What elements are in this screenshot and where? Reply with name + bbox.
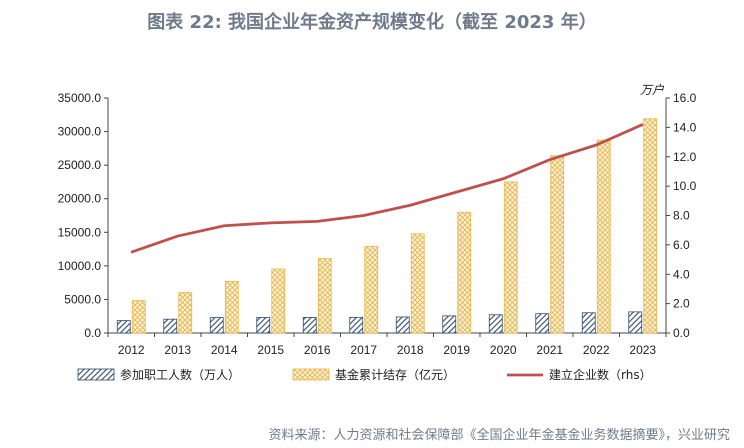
y-left-tick-label: 5000.0 <box>64 292 101 306</box>
bar-participants <box>349 316 364 334</box>
x-tick-label: 2022 <box>583 343 610 357</box>
bar-participants <box>116 320 131 334</box>
y-right-tick-label: 10.0 <box>673 179 697 193</box>
y-left-tick-label: 25000.0 <box>58 158 102 172</box>
bar-fund-balance <box>457 211 472 334</box>
y-right-tick-label: 12.0 <box>673 150 697 164</box>
legend-label-fund-balance: 基金累计结存（亿元） <box>335 367 455 382</box>
bar-participants <box>488 314 503 334</box>
x-tick-label: 2021 <box>536 343 563 357</box>
bar-fund-balance <box>410 233 425 334</box>
x-tick-label: 2018 <box>397 343 424 357</box>
bar-fund-balance <box>317 258 332 334</box>
x-tick-label: 2020 <box>490 343 517 357</box>
bar-fund-balance <box>131 300 146 334</box>
line-point <box>409 204 411 206</box>
bar-participants <box>209 317 224 334</box>
legend-swatch-participants <box>77 368 115 381</box>
legend-label-enterprises: 建立企业数（rhs） <box>549 367 652 382</box>
bar-fund-balance <box>643 118 658 334</box>
bar-participants <box>442 315 457 334</box>
line-point <box>456 191 458 193</box>
y-right-tick-label: 14.0 <box>673 120 697 134</box>
y-left-tick-label: 10000.0 <box>58 259 102 273</box>
line-point <box>130 251 132 253</box>
y-left-tick-label: 35000.0 <box>58 91 102 105</box>
line-enterprises <box>130 123 644 254</box>
source-note: 资料来源：人力资源和社会保障部《全国企业年金基金业务数据摘要》，兴业研究 <box>268 428 730 443</box>
y-right-tick-label: 8.0 <box>673 209 690 223</box>
x-tick-label: 2023 <box>629 343 656 357</box>
y-right-tick-label: 0.0 <box>673 326 690 340</box>
bar-fund-balance <box>596 139 611 334</box>
y-left-tick-label: 15000.0 <box>58 225 102 239</box>
x-tick-label: 2016 <box>304 343 331 357</box>
bar-fund-balance <box>550 155 565 334</box>
chart-title: 图表 22: 我国企业年金资产规模变化（截至 2023 年） <box>147 12 597 33</box>
legend-swatch-fund-balance <box>292 368 330 381</box>
bar-fund-balance <box>178 292 193 334</box>
bar-fund-balance <box>271 268 286 334</box>
bar-participants <box>395 316 410 334</box>
bar-participants <box>256 317 271 334</box>
y-right-tick-label: 16.0 <box>673 91 697 105</box>
bar-fund-balance <box>503 181 518 334</box>
bar-participants <box>628 311 643 334</box>
line-point <box>177 235 179 237</box>
bar-participants <box>163 318 178 334</box>
bar-fund-balance <box>224 280 239 334</box>
bar-participants <box>581 312 596 334</box>
y-left-tick-label: 20000.0 <box>58 192 102 206</box>
x-tick-label: 2015 <box>257 343 284 357</box>
bar-participants <box>535 313 550 334</box>
line-point <box>363 214 365 217</box>
bar-fund-balance <box>364 246 379 334</box>
y-right-unit: 万户 <box>640 83 665 97</box>
y-left-tick-label: 0.0 <box>84 326 101 340</box>
line-point <box>223 225 225 227</box>
x-tick-label: 2012 <box>118 343 145 357</box>
x-tick-label: 2014 <box>211 343 238 357</box>
y-right-tick-label: 4.0 <box>673 267 690 281</box>
legend-label-participants: 参加职工人数（万人） <box>120 367 240 382</box>
y-right-tick-label: 6.0 <box>673 238 690 252</box>
x-tick-label: 2019 <box>443 343 470 357</box>
line-point <box>270 222 272 224</box>
y-left-tick-label: 30000.0 <box>58 125 102 139</box>
line-point <box>316 220 318 222</box>
y-right-tick-label: 2.0 <box>673 297 690 311</box>
line-point <box>549 159 551 161</box>
x-tick-label: 2013 <box>164 343 191 357</box>
x-tick-label: 2017 <box>350 343 377 357</box>
line-point <box>502 178 504 180</box>
line-point <box>595 144 597 146</box>
bar-participants <box>302 316 317 334</box>
line-point <box>642 123 644 126</box>
